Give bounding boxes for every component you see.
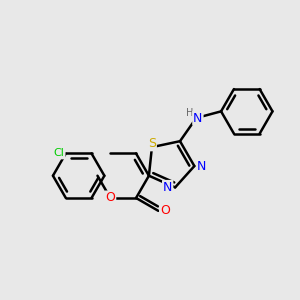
Text: N: N [197,160,206,172]
Text: N: N [163,181,172,194]
Text: Cl: Cl [54,148,64,158]
Text: H: H [186,108,193,118]
Text: O: O [160,204,170,217]
Text: S: S [148,137,156,150]
Text: O: O [105,191,115,205]
Text: N: N [193,112,203,124]
